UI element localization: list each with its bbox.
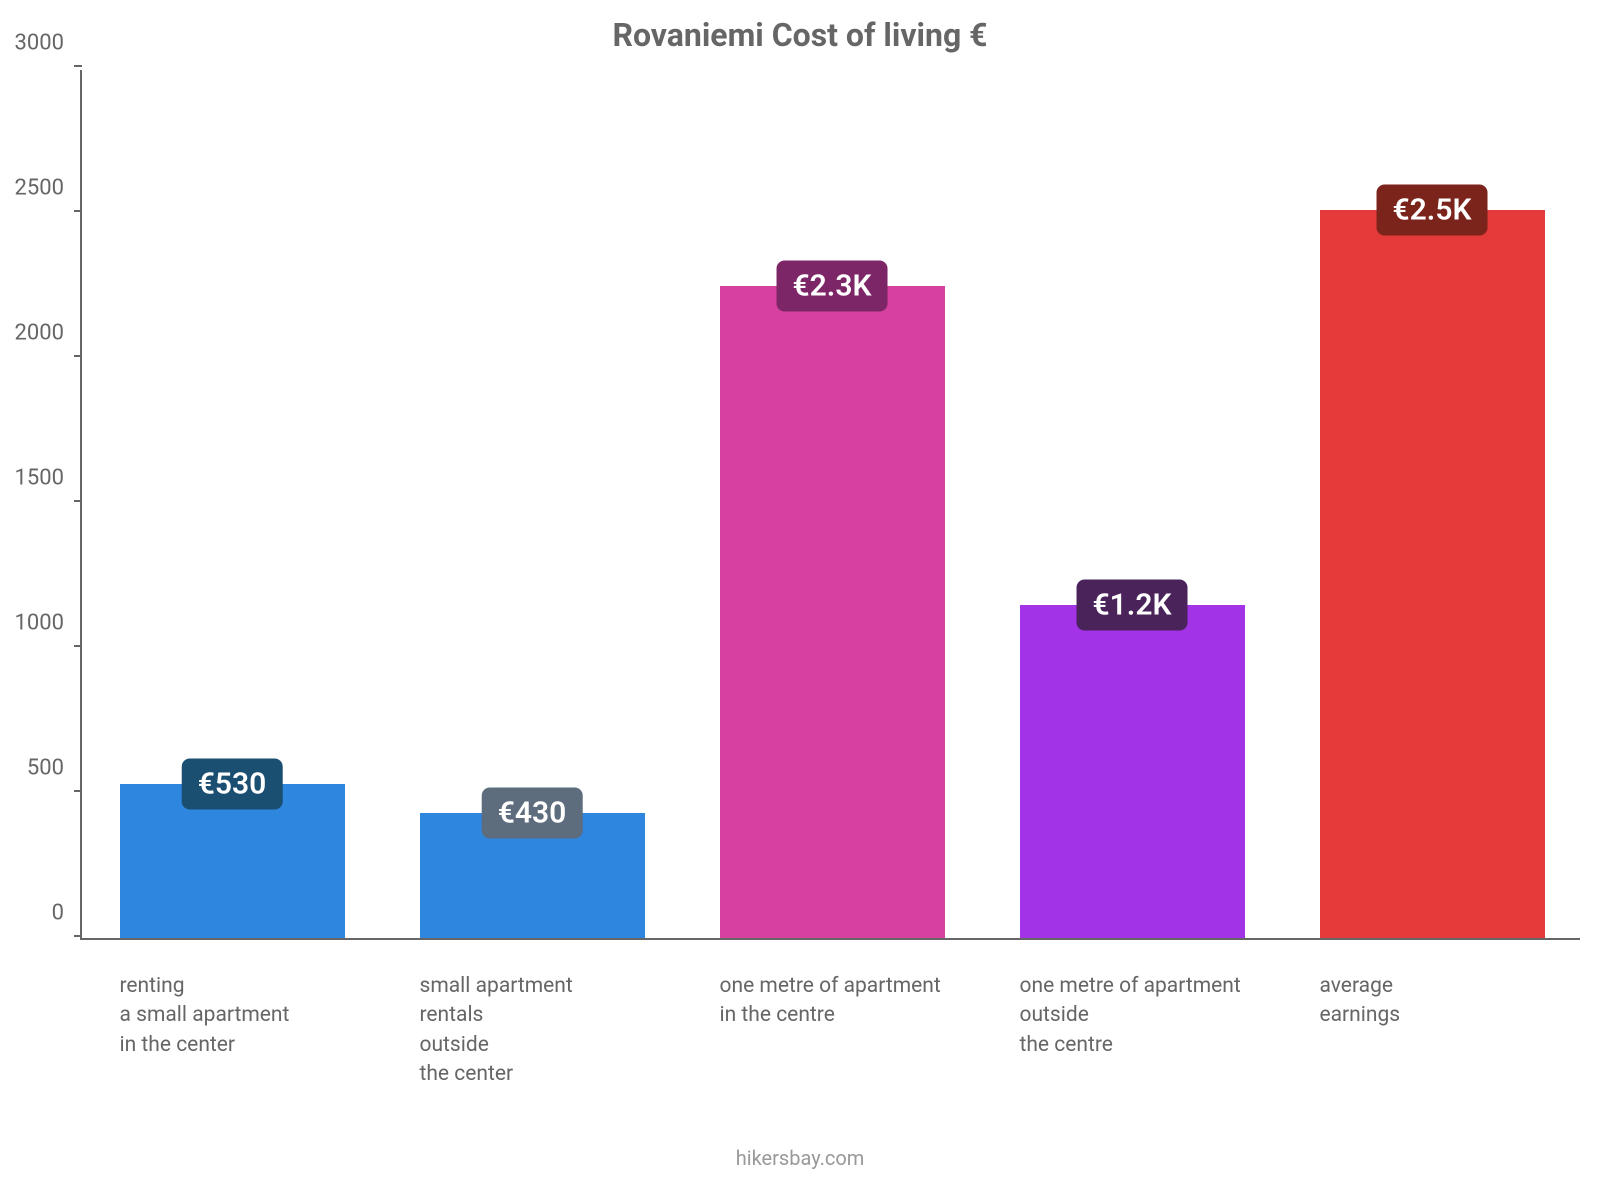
plot-area: €530€430€2.3K€1.2K€2.5K 0500100015002000… xyxy=(80,70,1580,940)
ytick-label: 3000 xyxy=(15,31,82,56)
ytick-mark xyxy=(74,935,82,937)
ytick-mark xyxy=(74,790,82,792)
cost-of-living-chart: Rovaniemi Cost of living € €530 €430 €2.3K… xyxy=(0,0,1600,1200)
chart-title: Rovaniemi Cost of living € xyxy=(0,16,1600,54)
xlabel: one metre of apartment outside the centr… xyxy=(1020,938,1285,1060)
ytick-label: 1500 xyxy=(15,466,82,491)
bars-layer: €530 €430 €2.3K €1.2K €2.5K xyxy=(82,70,1580,938)
xlabel: average earnings xyxy=(1320,938,1585,1031)
bar-value-label: €430 xyxy=(482,788,583,839)
xlabel: renting a small apartment in the center xyxy=(120,938,385,1060)
ytick-mark xyxy=(74,645,82,647)
ytick-mark xyxy=(74,210,82,212)
bar-avg-earnings: €2.5K xyxy=(1320,210,1545,938)
ytick-label: 0 xyxy=(52,901,82,926)
ytick-label: 1000 xyxy=(15,611,82,636)
bar-value-label: €2.5K xyxy=(1377,185,1488,236)
ytick-mark xyxy=(74,355,82,357)
ytick-mark xyxy=(74,500,82,502)
xlabel: small apartment rentals outside the cent… xyxy=(420,938,685,1090)
bar-renting-center: €530 xyxy=(120,784,345,938)
ytick-label: 500 xyxy=(27,756,82,781)
ytick-mark xyxy=(74,65,82,67)
ytick-label: 2500 xyxy=(15,176,82,201)
bar-value-label: €1.2K xyxy=(1077,579,1188,630)
ytick-label: 2000 xyxy=(15,321,82,346)
bar-value-label: €2.3K xyxy=(777,260,888,311)
bar-value-label: €530 xyxy=(182,759,283,810)
xlabel: one metre of apartment in the centre xyxy=(720,938,985,1031)
bar-metre-outside: €1.2K xyxy=(1020,605,1245,939)
bar-renting-outside: €430 xyxy=(420,813,645,938)
bar-metre-centre: €2.3K xyxy=(720,286,945,939)
chart-caption: hikersbay.com xyxy=(0,1146,1600,1170)
